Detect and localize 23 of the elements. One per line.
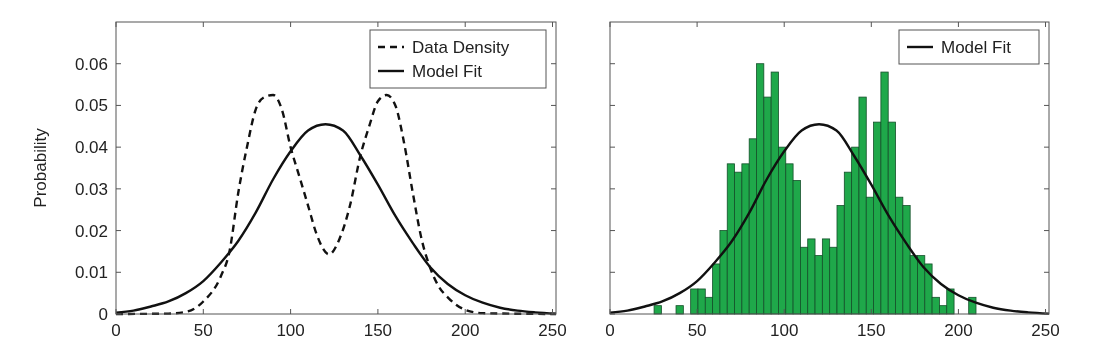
y-tick-label: 0 — [98, 305, 108, 324]
x-tick-label: 150 — [363, 321, 393, 340]
x-tick-label: 50 — [193, 321, 213, 340]
y-tick-label: 0.04 — [74, 138, 108, 158]
x-tick-label: 150 — [857, 321, 886, 340]
x-tick-label: 200 — [944, 321, 973, 340]
legend-label: Model Fit — [412, 62, 483, 81]
x-tick-label: 200 — [451, 321, 480, 340]
x-tick-label: 0 — [605, 321, 615, 340]
y-tick-label: 0.01 — [74, 263, 108, 283]
y-tick-label: 0.03 — [74, 179, 108, 199]
y-tick-label: 0.06 — [74, 54, 108, 74]
x-tick-label: 50 — [687, 321, 707, 340]
y-axis-title: Probability — [31, 127, 50, 208]
x-tick-label: 0 — [111, 321, 121, 340]
legend-label: Data Density — [412, 38, 510, 57]
legend-label: Model Fit — [941, 38, 1012, 57]
x-tick-label: 250 — [1031, 321, 1060, 340]
x-tick-label: 100 — [276, 321, 305, 340]
y-tick-label: 0.02 — [74, 221, 108, 241]
y-tick-label: 0.05 — [74, 96, 108, 116]
x-tick-label: 250 — [538, 321, 567, 340]
x-tick-label: 100 — [770, 321, 799, 340]
